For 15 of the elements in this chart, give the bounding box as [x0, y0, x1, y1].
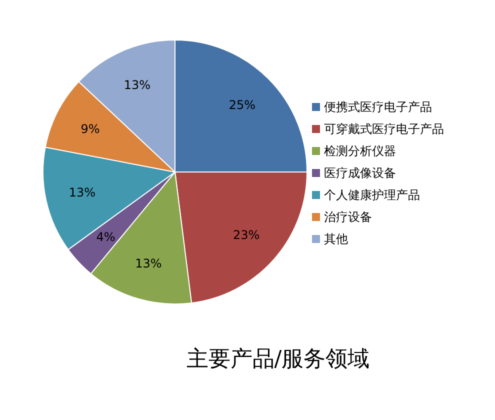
legend-label: 治疗设备 — [324, 210, 372, 224]
data-label: 9% — [80, 122, 100, 136]
data-label: 25% — [228, 98, 256, 112]
data-label: 23% — [232, 228, 260, 242]
legend-label: 其他 — [324, 232, 348, 246]
legend-label: 个人健康护理产品 — [324, 188, 420, 202]
legend-label: 可穿戴式医疗电子产品 — [324, 122, 444, 136]
data-label: 13% — [135, 256, 162, 270]
data-label: 13% — [124, 78, 151, 92]
legend-label: 检测分析仪器 — [324, 144, 396, 158]
legend-label: 便携式医疗电子产品 — [324, 100, 432, 114]
data-label: 13% — [68, 186, 96, 200]
data-label: 4% — [96, 230, 116, 244]
legend-label: 医疗成像设备 — [324, 166, 396, 180]
text: 主要产品/服务领域 — [185, 346, 371, 374]
